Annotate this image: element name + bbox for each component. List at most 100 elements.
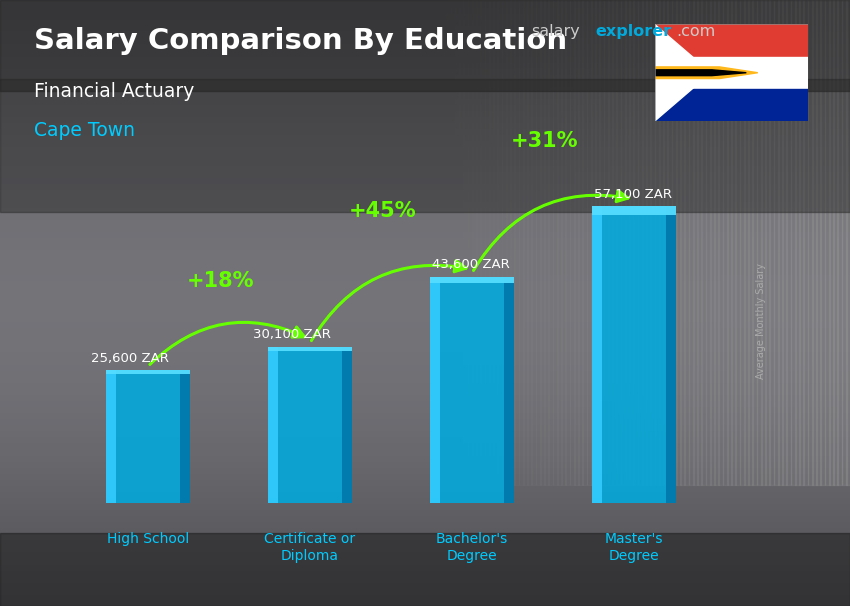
Bar [604,0,609,485]
Bar [0,133,850,139]
Bar [0,96,850,103]
Bar [0,563,850,570]
Bar [518,0,524,485]
Bar [0,478,850,485]
Bar [0,90,850,97]
Bar [0,236,850,242]
Bar [105,370,190,503]
Bar [0,163,850,170]
Bar [0,308,850,315]
Bar [748,0,753,485]
Bar [459,0,464,485]
Bar [666,207,677,503]
Bar [455,0,460,485]
Text: +45%: +45% [349,201,416,221]
Bar [0,399,850,406]
Bar [565,0,570,485]
Bar [735,0,740,485]
Bar [790,0,796,485]
Bar [578,0,583,485]
Bar [769,0,774,485]
Bar [531,0,536,485]
Bar [756,0,762,485]
Bar [0,484,850,491]
Bar [446,0,451,485]
Bar [0,587,850,594]
Bar [268,347,278,503]
Bar [544,0,549,485]
Bar [480,0,485,485]
Bar [812,0,817,485]
Bar [0,545,850,551]
Text: Master's
Degree: Master's Degree [605,531,663,563]
Bar [592,207,602,503]
Bar [0,84,850,91]
Bar [0,72,850,79]
Bar [0,424,850,430]
Bar [476,0,481,485]
Bar [722,0,728,485]
Bar [667,0,672,485]
Bar [0,5,850,12]
Bar [0,296,850,303]
Bar [0,218,850,224]
Text: Average Monthly Salary: Average Monthly Salary [756,263,766,379]
Bar [744,0,749,485]
Bar [0,66,850,73]
Text: 30,100 ZAR: 30,100 ZAR [253,328,332,341]
Bar [0,108,850,115]
Bar [0,36,850,42]
Bar [672,0,677,485]
Bar [0,327,850,333]
Bar [638,0,643,485]
Bar [701,0,706,485]
Bar [829,0,834,485]
Bar [504,276,514,503]
Text: 25,600 ZAR: 25,600 ZAR [91,352,169,365]
Bar [0,514,850,521]
Bar [0,533,850,606]
Bar [0,351,850,358]
Bar [0,266,850,273]
Bar [0,272,850,279]
Bar [650,0,655,485]
Bar [0,278,850,285]
Bar [0,345,850,351]
Bar [0,248,850,255]
Bar [0,599,850,606]
Bar [506,0,511,485]
Bar [778,0,783,485]
Bar [180,370,190,503]
Bar [714,0,719,485]
Bar [536,0,541,485]
Bar [693,0,698,485]
Bar [740,0,745,485]
Bar [608,0,613,485]
Bar [833,0,838,485]
Bar [463,0,468,485]
Bar [0,211,850,218]
Bar [616,0,621,485]
Bar [0,381,850,388]
Bar [510,0,515,485]
Text: explorer: explorer [595,24,672,39]
Bar [659,0,664,485]
Bar [0,187,850,194]
Bar [0,24,850,30]
Bar [0,551,850,558]
Bar [0,121,850,127]
Bar [0,448,850,454]
Bar [489,0,494,485]
Bar [442,0,447,485]
Bar [0,0,850,6]
Bar [0,454,850,461]
Bar [0,333,850,339]
Bar [824,0,830,485]
Bar [642,0,647,485]
Bar [514,0,519,485]
Bar [846,0,850,485]
Bar [0,290,850,297]
Bar [688,0,694,485]
Bar [706,0,711,485]
Bar [837,0,842,485]
